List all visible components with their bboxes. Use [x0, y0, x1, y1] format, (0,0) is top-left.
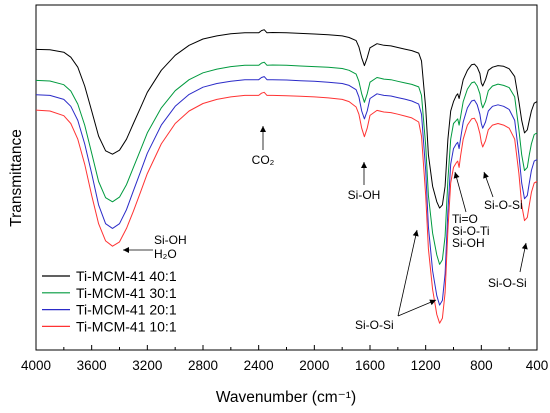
arrow-sioh-arrowhead — [361, 162, 367, 168]
x-tick-label: 800 — [470, 358, 493, 373]
series-layer — [35, 29, 538, 324]
x-tick-label: 2400 — [244, 358, 274, 373]
x-axis-ticks: 4000 3600 3200 2800 2400 2000 1600 1200 800 400 — [21, 345, 548, 373]
series-line-4 — [35, 91, 538, 324]
x-tick-label: 400 — [526, 358, 549, 373]
annotation-label-co2: CO₂ — [252, 153, 275, 167]
annotation-label-ti: Si-O-Ti — [452, 224, 490, 238]
arrow-ti-line — [454, 171, 467, 213]
series-line-3 — [35, 76, 538, 306]
arrow-sioh-h2o-arrowhead — [123, 247, 129, 253]
legend-label-2: Ti-MCM-41 30:1 — [76, 285, 177, 301]
annotation-label-ti: Ti=O — [452, 212, 478, 226]
series-line-2 — [35, 61, 538, 265]
legend-label-4: Ti-MCM-41 10:1 — [76, 318, 177, 334]
x-tick-label: 1200 — [411, 358, 441, 373]
arrow-co2-arrowhead — [260, 126, 266, 132]
x-tick-label: 3200 — [132, 358, 162, 373]
arrow-siosi-460-arrowhead — [521, 243, 528, 250]
legend: Ti-MCM-41 40:1Ti-MCM-41 30:1Ti-MCM-41 20… — [42, 268, 177, 334]
annotation-label-ti: Si-OH — [452, 236, 485, 250]
arrow-siosi-1100-line — [397, 299, 437, 317]
x-tick-label: 3600 — [77, 358, 107, 373]
y-axis-title: Transmittance — [8, 129, 25, 227]
x-tick-label: 1600 — [355, 358, 385, 373]
arrow-siosi-800-arrowhead — [483, 172, 489, 179]
series-line-1 — [35, 29, 538, 209]
arrow-ti-arrowhead — [453, 172, 460, 179]
annotation-label-sioh: Si-OH — [348, 188, 381, 202]
annotation-label-siosi-low: Si-O-Si — [355, 318, 394, 332]
x-axis-title: Wavenumber (cm⁻¹) — [216, 389, 356, 406]
arrow-siosi-1230-arrowhead — [412, 230, 419, 237]
arrow-siosi-1100-arrowhead — [429, 299, 436, 306]
x-tick-label: 2800 — [188, 358, 218, 373]
arrow-siosi-1230-line — [397, 229, 418, 317]
x-tick-label: 2000 — [299, 358, 329, 373]
annotation-label-sioh-h2o: H₂O — [154, 247, 177, 261]
annotation-label-siosi-far: Si-O-Si — [488, 276, 527, 290]
legend-label-1: Ti-MCM-41 40:1 — [76, 268, 177, 284]
annotation-label-siosi-right: Si-O-Si — [484, 198, 523, 212]
legend-label-3: Ti-MCM-41 20:1 — [76, 302, 177, 318]
annotation-label-sioh-h2o: Si-OH — [154, 233, 187, 247]
annotation-layer: Si-OHH₂OCO₂Si-OHTi=OSi-O-TiSi-OHSi-O-SiS… — [123, 126, 528, 332]
x-tick-label: 4000 — [21, 358, 51, 373]
